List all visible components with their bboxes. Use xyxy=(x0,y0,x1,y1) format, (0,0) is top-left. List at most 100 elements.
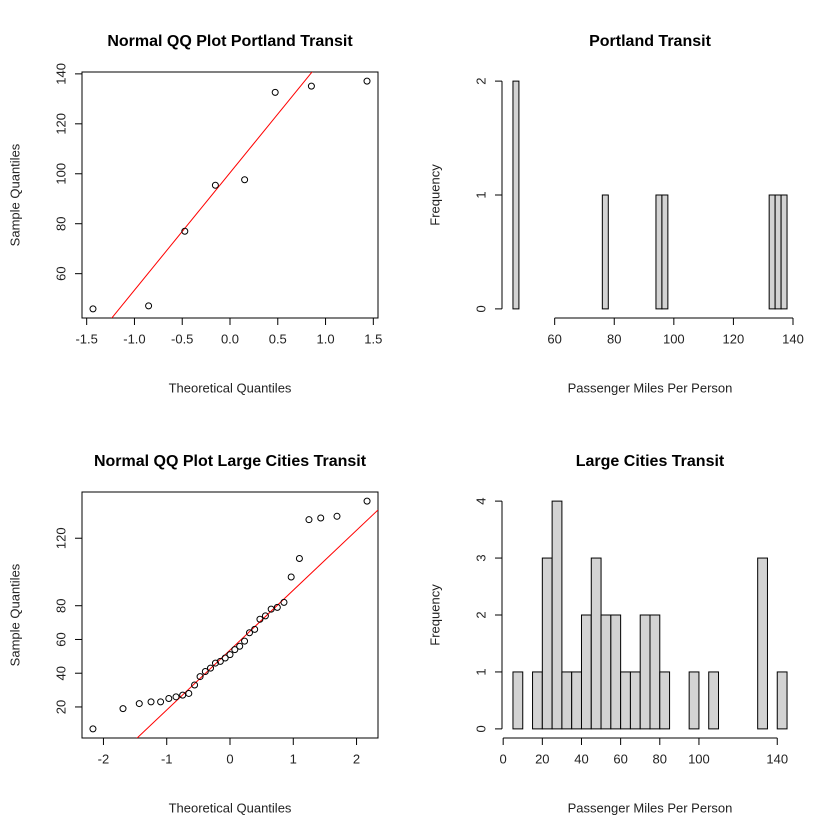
x-axis-label: Theoretical Quantiles xyxy=(169,800,292,815)
panel: Normal QQ Plot Portland Transit Theoretic… xyxy=(7,33,382,395)
x-tick-label: 2 xyxy=(353,751,360,766)
panel: Normal QQ Plot Large Cities Transit Theor… xyxy=(7,453,379,815)
y-axis-label: Frequency xyxy=(427,584,442,646)
qq-point xyxy=(287,573,295,581)
x-tick-label: 0.0 xyxy=(221,331,239,346)
hist-bar xyxy=(580,614,592,730)
hist-bar xyxy=(561,671,573,730)
hist-bar xyxy=(661,194,669,310)
hist-bar xyxy=(600,614,612,730)
y-tick-label: 0 xyxy=(473,305,488,312)
x-tick-label: 140 xyxy=(782,331,804,346)
y-tick-label: 60 xyxy=(53,266,68,280)
qq-point xyxy=(135,700,143,708)
x-tick-label: 1.5 xyxy=(364,331,382,346)
qq-point xyxy=(231,646,239,654)
x-tick-label: -1.0 xyxy=(123,331,145,346)
qq-point xyxy=(181,227,189,235)
x-tick-label: 100 xyxy=(688,751,710,766)
qq-point xyxy=(236,642,244,650)
hist-bar xyxy=(601,194,609,310)
x-tick-label: 0.5 xyxy=(269,331,287,346)
y-tick-label: 80 xyxy=(53,216,68,230)
chart-title: Normal QQ Plot Large Cities Transit xyxy=(94,453,367,470)
hist-bar xyxy=(551,500,563,730)
y-tick-label: 40 xyxy=(53,666,68,680)
x-tick-label: 1 xyxy=(290,751,297,766)
chart-title: Normal QQ Plot Portland Transit xyxy=(107,33,353,50)
hist-bar xyxy=(776,671,788,730)
qq-point xyxy=(333,512,341,520)
x-tick-label: 60 xyxy=(547,331,561,346)
x-tick-label: 140 xyxy=(766,751,788,766)
hist-bar xyxy=(590,557,602,730)
chart-title: Large Cities Transit xyxy=(576,453,725,470)
hist-bar xyxy=(629,671,641,730)
qq-point xyxy=(211,181,219,189)
y-axis-label: Frequency xyxy=(427,164,442,226)
plot-box xyxy=(81,71,379,319)
x-tick-label: 120 xyxy=(723,331,745,346)
panel: Portland Transit Passenger Miles Per Pers… xyxy=(427,33,803,395)
qq-point xyxy=(251,625,259,633)
y-tick-label: 140 xyxy=(53,63,68,85)
hist-bar xyxy=(512,671,524,730)
hist-bar xyxy=(757,557,768,730)
x-tick-label: 1.0 xyxy=(317,331,335,346)
hist-bar xyxy=(639,614,651,730)
y-tick-label: 1 xyxy=(473,191,488,198)
x-tick-label: 80 xyxy=(607,331,621,346)
x-tick-label: 80 xyxy=(653,751,667,766)
hist-bar xyxy=(659,671,671,730)
hist-bar xyxy=(610,614,622,730)
hist-bar xyxy=(620,671,631,730)
x-tick-label: -1.5 xyxy=(75,331,97,346)
x-tick-label: 0 xyxy=(500,751,507,766)
qq-point xyxy=(201,668,209,676)
hist-bar xyxy=(688,671,700,730)
x-tick-label: 40 xyxy=(574,751,588,766)
x-tick-label: 60 xyxy=(613,751,627,766)
y-tick-label: 20 xyxy=(53,700,68,714)
qq-point xyxy=(207,664,215,672)
y-tick-label: 4 xyxy=(473,497,488,504)
panel: Large Cities Transit Passenger Miles Per … xyxy=(427,453,788,815)
qq-point xyxy=(191,681,199,689)
y-axis-label: Sample Quantiles xyxy=(7,143,22,246)
qq-point xyxy=(89,305,97,313)
qq-point xyxy=(172,693,180,701)
y-tick-label: 3 xyxy=(473,554,488,561)
qq-point xyxy=(267,605,275,613)
qq-point xyxy=(165,695,173,703)
qq-point xyxy=(179,691,187,699)
y-tick-label: 80 xyxy=(53,598,68,612)
qq-point xyxy=(317,514,325,522)
hist-bar xyxy=(541,557,553,730)
hist-bar xyxy=(655,194,663,310)
x-axis-label: Theoretical Quantiles xyxy=(169,380,292,395)
qq-point xyxy=(216,657,224,665)
qq-point xyxy=(305,516,313,524)
qq-point xyxy=(261,612,269,620)
hist-bar xyxy=(768,194,776,310)
hist-bar xyxy=(649,614,661,730)
qq-point xyxy=(273,603,281,611)
chart-title: Portland Transit xyxy=(589,33,711,50)
x-tick-label: -1 xyxy=(161,751,173,766)
qq-point xyxy=(145,302,153,310)
x-tick-label: -0.5 xyxy=(171,331,193,346)
qq-point xyxy=(119,705,127,713)
y-tick-label: 2 xyxy=(473,77,488,84)
x-tick-label: 20 xyxy=(535,751,549,766)
hist-bar xyxy=(532,671,543,730)
y-tick-label: 0 xyxy=(473,725,488,732)
qq-point xyxy=(363,77,371,85)
x-tick-label: -2 xyxy=(98,751,110,766)
qq-point xyxy=(280,598,288,606)
qq-point xyxy=(271,88,279,96)
plot-box xyxy=(81,491,379,739)
qq-point xyxy=(185,689,193,697)
hist-bar xyxy=(774,194,782,310)
x-tick-label: 0 xyxy=(226,751,233,766)
